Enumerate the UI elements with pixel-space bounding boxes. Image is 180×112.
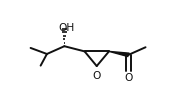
Polygon shape: [109, 51, 129, 56]
Text: O: O: [124, 73, 133, 83]
Text: OH: OH: [58, 23, 75, 33]
Text: O: O: [93, 71, 101, 81]
